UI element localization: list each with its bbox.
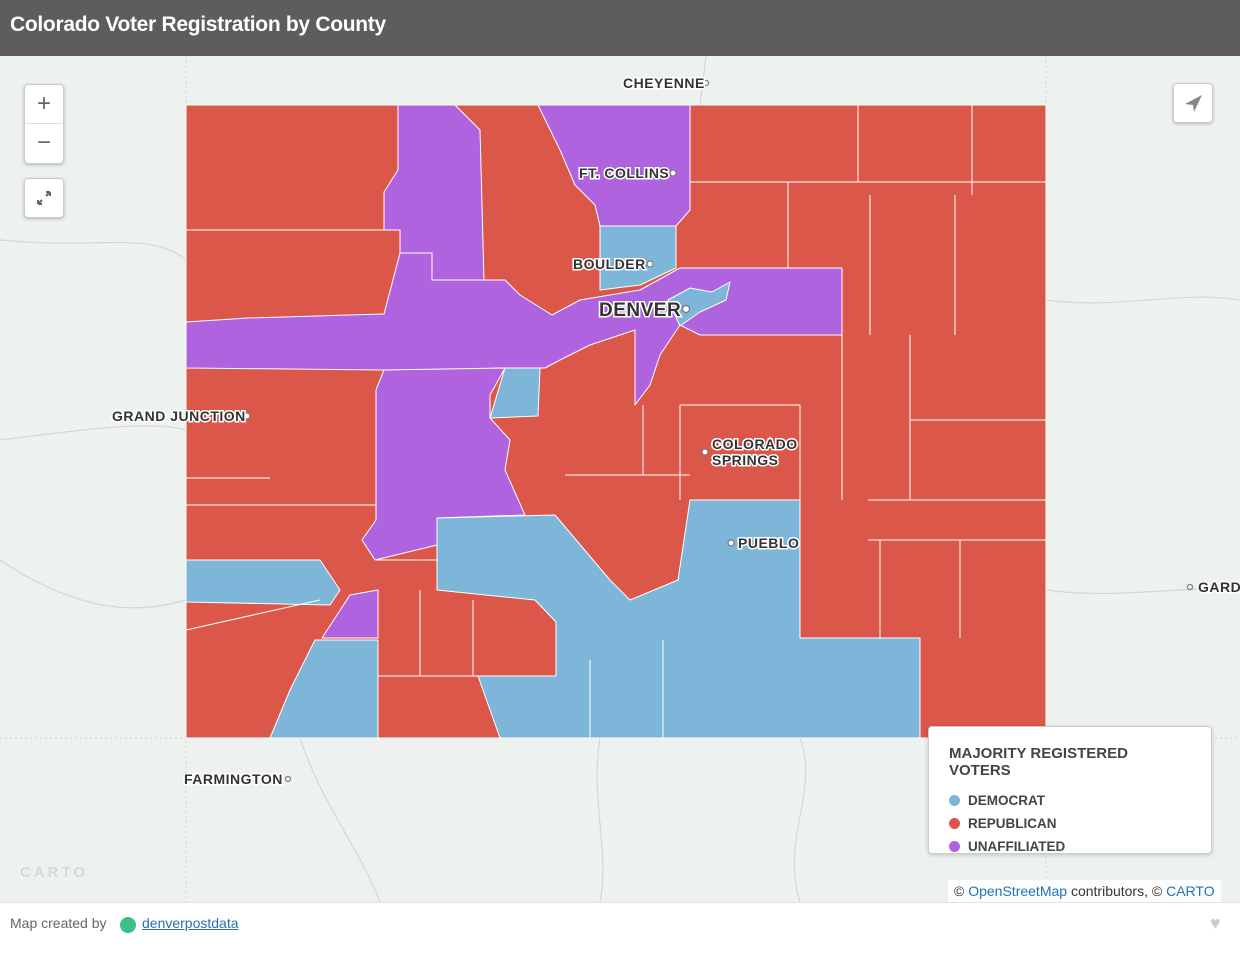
map[interactable]: CHEYENNE FT. COLLINS BOULDER DENVER GRAN…: [0, 56, 1240, 902]
header-title: Colorado Voter Registration by County: [0, 0, 1240, 56]
city-label: FARMINGTON: [184, 771, 283, 787]
legend-swatch: [949, 795, 960, 806]
like-button[interactable]: ♥: [1210, 913, 1221, 933]
carto-link[interactable]: CARTO: [1166, 883, 1215, 899]
legend-label: UNAFFILIATED: [968, 839, 1066, 854]
county-democrat: [436, 499, 921, 739]
city-label: DENVER: [599, 300, 681, 321]
legend-swatch: [949, 841, 960, 852]
city-label: COLORADO: [712, 436, 798, 452]
city-label: CHEYENNE: [623, 75, 705, 91]
county-democrat: [269, 639, 379, 739]
attribution-symbol: ©: [954, 883, 965, 899]
footer-credit: Map created by: [10, 915, 107, 931]
legend-swatch: [949, 818, 960, 829]
city-label: FT. COLLINS: [579, 165, 669, 181]
legend-item: UNAFFILIATED: [949, 835, 1191, 858]
footer: Map created by denverpostdata ♥: [0, 902, 1240, 957]
zoom-out[interactable]: −: [36, 129, 51, 156]
city-label: SPRINGS: [712, 452, 779, 468]
county-democrat: [185, 559, 341, 606]
legend-items: DEMOCRAT REPUBLICAN UNAFFILIATED: [949, 789, 1191, 858]
county-unaffiliated: [321, 589, 379, 639]
footer-link[interactable]: denverpostdata: [142, 915, 239, 931]
watermark: CARTO: [20, 864, 88, 881]
city-label: GRAND JUNCTION: [112, 408, 246, 424]
osm-link[interactable]: OpenStreetMap: [968, 883, 1068, 899]
city-label: GARD: [1198, 579, 1240, 595]
legend-title: MAJORITY REGISTERED VOTERS: [949, 745, 1128, 779]
legend-item: REPUBLICAN: [949, 812, 1191, 835]
footer-logo: [120, 917, 136, 933]
attribution-text: contributors, ©: [1070, 883, 1163, 899]
city-markers: [243, 79, 1194, 783]
legend-label: REPUBLICAN: [968, 816, 1057, 831]
legend-label: DEMOCRAT: [968, 793, 1045, 808]
city-label: BOULDER: [573, 256, 646, 272]
fullscreen-icon: [37, 191, 51, 205]
fullscreen-button[interactable]: [24, 178, 64, 218]
county-democrat: [489, 367, 541, 419]
county-democrat: [599, 225, 677, 291]
legend: MAJORITY REGISTERED VOTERS DEMOCRAT REPUB…: [928, 726, 1212, 854]
zoom-in[interactable]: +: [25, 85, 63, 124]
locate-icon: [1185, 95, 1202, 112]
legend-item: DEMOCRAT: [949, 789, 1191, 812]
city-label: PUEBLO: [738, 535, 799, 551]
county-democrat: [667, 281, 731, 327]
zoom-control: + −: [24, 84, 64, 164]
counties: [185, 104, 1047, 739]
locate-button[interactable]: [1173, 83, 1213, 123]
attribution: © OpenStreetMap contributors, © CARTO: [948, 880, 1221, 902]
